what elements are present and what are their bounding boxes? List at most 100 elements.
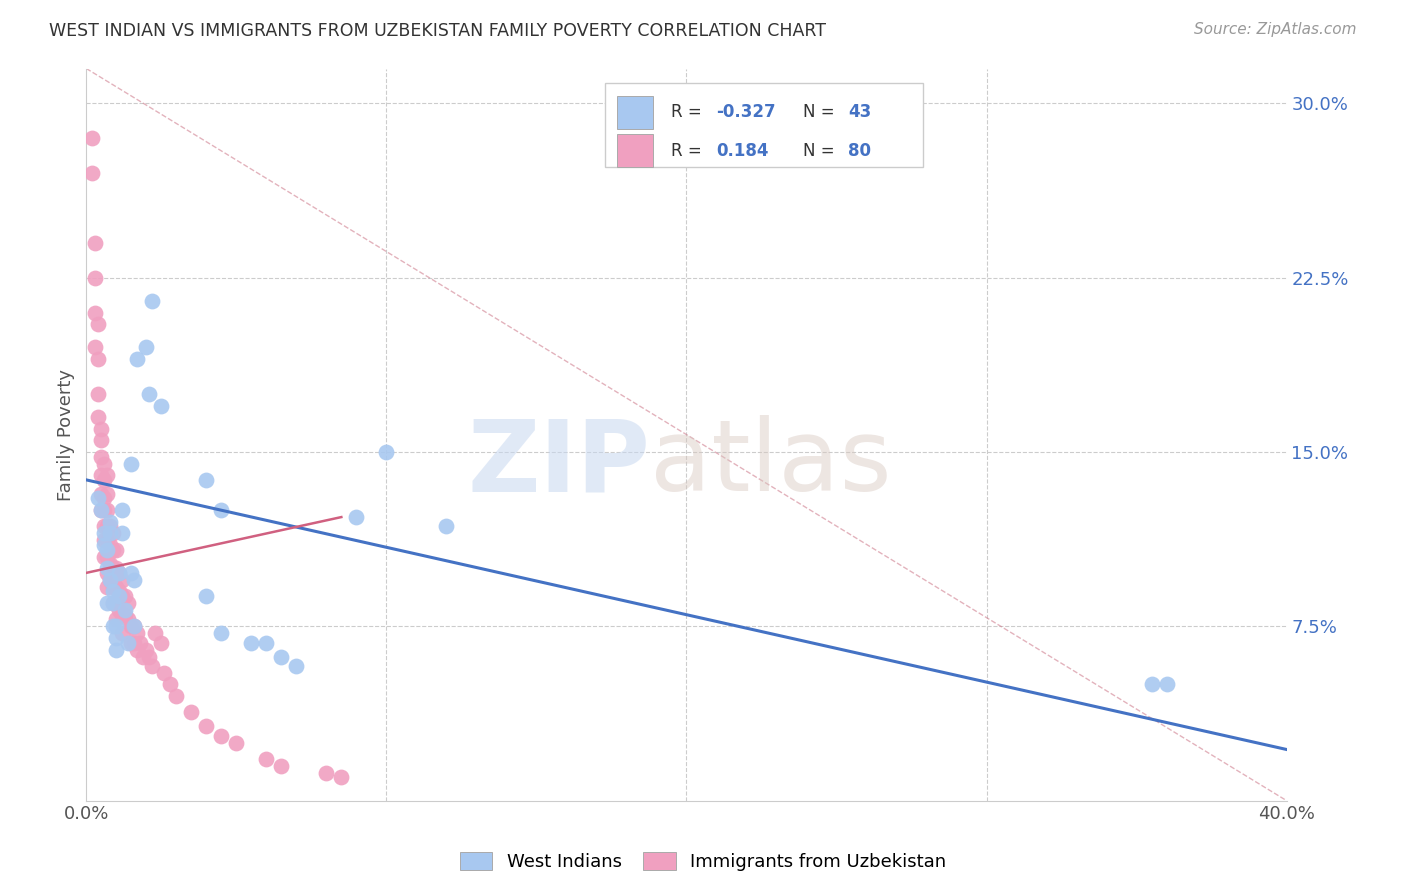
Point bbox=[138, 649, 160, 664]
Point bbox=[135, 340, 157, 354]
Point bbox=[254, 752, 277, 766]
Point bbox=[240, 635, 263, 649]
Point bbox=[124, 619, 146, 633]
Point bbox=[90, 468, 112, 483]
Point bbox=[141, 658, 163, 673]
Point bbox=[209, 626, 232, 640]
Point bbox=[120, 635, 142, 649]
Point bbox=[84, 270, 107, 285]
Point bbox=[114, 603, 136, 617]
Point bbox=[159, 677, 181, 691]
Point bbox=[105, 580, 128, 594]
Point bbox=[108, 603, 131, 617]
Point bbox=[98, 557, 121, 571]
Point bbox=[90, 450, 112, 464]
Point bbox=[111, 573, 134, 587]
Point bbox=[84, 305, 107, 319]
Point bbox=[96, 580, 118, 594]
Point bbox=[254, 635, 277, 649]
Point bbox=[111, 607, 134, 622]
Text: ZIP: ZIP bbox=[468, 416, 651, 512]
Point bbox=[150, 635, 173, 649]
Point bbox=[111, 626, 134, 640]
Point bbox=[90, 503, 112, 517]
Point bbox=[96, 596, 118, 610]
Point bbox=[344, 510, 367, 524]
Text: WEST INDIAN VS IMMIGRANTS FROM UZBEKISTAN FAMILY POVERTY CORRELATION CHART: WEST INDIAN VS IMMIGRANTS FROM UZBEKISTA… bbox=[49, 22, 827, 40]
Point bbox=[195, 719, 218, 733]
Point bbox=[111, 589, 134, 603]
Point bbox=[93, 526, 115, 541]
Point bbox=[124, 635, 146, 649]
Point bbox=[93, 533, 115, 548]
Point bbox=[105, 631, 128, 645]
Text: R =: R = bbox=[671, 142, 707, 161]
Point bbox=[93, 549, 115, 564]
Point bbox=[209, 729, 232, 743]
Point bbox=[84, 340, 107, 354]
Point bbox=[1156, 677, 1178, 691]
Text: N =: N = bbox=[803, 103, 839, 121]
Point bbox=[96, 561, 118, 575]
Point bbox=[330, 770, 353, 784]
Point bbox=[434, 519, 457, 533]
Point bbox=[103, 580, 125, 594]
Point bbox=[135, 642, 157, 657]
Point bbox=[117, 635, 139, 649]
Point bbox=[270, 649, 292, 664]
Point bbox=[96, 468, 118, 483]
Point bbox=[120, 566, 142, 580]
Point bbox=[96, 503, 118, 517]
Text: 43: 43 bbox=[848, 103, 872, 121]
Point bbox=[93, 519, 115, 533]
FancyBboxPatch shape bbox=[617, 95, 652, 128]
Point bbox=[93, 503, 115, 517]
Point bbox=[180, 706, 202, 720]
Point bbox=[96, 533, 118, 548]
Point bbox=[195, 473, 218, 487]
Point bbox=[87, 491, 110, 506]
Point bbox=[105, 642, 128, 657]
Point bbox=[195, 589, 218, 603]
Point bbox=[141, 293, 163, 308]
Point bbox=[1140, 677, 1163, 691]
Point bbox=[132, 649, 155, 664]
Point bbox=[93, 491, 115, 506]
FancyBboxPatch shape bbox=[617, 135, 652, 168]
Point bbox=[98, 519, 121, 533]
Text: N =: N = bbox=[803, 142, 839, 161]
Point bbox=[103, 619, 125, 633]
Point bbox=[315, 765, 337, 780]
Legend: West Indians, Immigrants from Uzbekistan: West Indians, Immigrants from Uzbekistan bbox=[453, 845, 953, 879]
FancyBboxPatch shape bbox=[605, 83, 922, 168]
Point bbox=[103, 584, 125, 599]
Point bbox=[82, 166, 104, 180]
Point bbox=[114, 589, 136, 603]
Point bbox=[103, 526, 125, 541]
Point bbox=[117, 612, 139, 626]
Point bbox=[98, 538, 121, 552]
Point bbox=[117, 596, 139, 610]
Point bbox=[87, 387, 110, 401]
Point bbox=[209, 503, 232, 517]
Text: 80: 80 bbox=[848, 142, 872, 161]
Point bbox=[96, 487, 118, 501]
Point bbox=[114, 607, 136, 622]
Point bbox=[127, 626, 149, 640]
Point bbox=[90, 434, 112, 448]
Point bbox=[165, 689, 187, 703]
Point bbox=[120, 619, 142, 633]
Point bbox=[87, 352, 110, 367]
Text: Source: ZipAtlas.com: Source: ZipAtlas.com bbox=[1194, 22, 1357, 37]
Point bbox=[87, 410, 110, 425]
Point bbox=[90, 487, 112, 501]
Point bbox=[105, 612, 128, 626]
Point bbox=[108, 589, 131, 603]
Point bbox=[96, 519, 118, 533]
Point bbox=[96, 549, 118, 564]
Y-axis label: Family Poverty: Family Poverty bbox=[58, 368, 75, 500]
Point bbox=[103, 596, 125, 610]
Point bbox=[90, 503, 112, 517]
Point bbox=[98, 573, 121, 587]
Point bbox=[127, 642, 149, 657]
